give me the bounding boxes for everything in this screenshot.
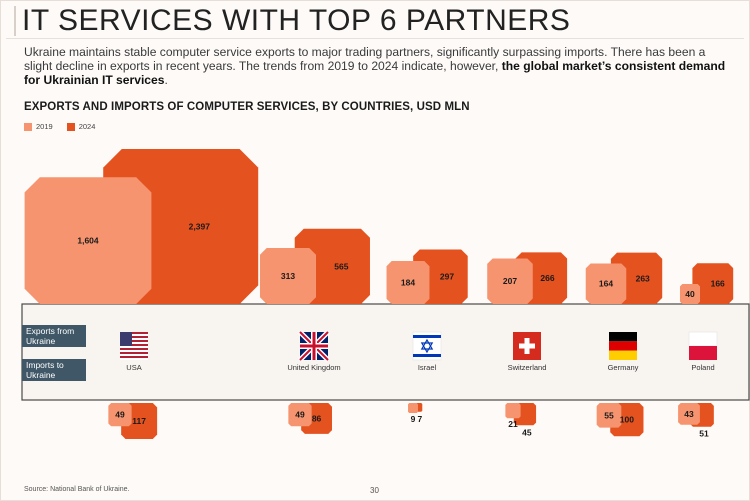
- country-label-switzerland: Switzerland: [508, 363, 547, 372]
- data-label-export-2024-israel: 297: [440, 272, 454, 282]
- page-number: 30: [370, 486, 379, 495]
- data-label-export-2024-switzerland: 266: [540, 273, 554, 283]
- bar-export-2019-israel: [386, 261, 430, 304]
- title-divider: [6, 38, 744, 39]
- legend-item-2024: 2024: [66, 122, 96, 131]
- data-label-import-2024-switzerland: 45: [522, 427, 532, 437]
- bar-import-2019-poland: [678, 403, 700, 425]
- bar-import-2019-israel: [408, 403, 418, 413]
- bar-import-2019-germany: [596, 403, 622, 428]
- data-label-import-2019-poland: 43: [684, 409, 694, 419]
- data-label-export-2019-usa: 1,604: [77, 236, 99, 246]
- bar-export-2019-united-kingdom: [259, 247, 317, 304]
- data-label-export-2019-israel: 184: [401, 278, 415, 288]
- data-label-import-2019-united-kingdom: 49: [295, 410, 305, 420]
- source-note: Source: National Bank of Ukraine.: [24, 486, 130, 493]
- poland-flag-icon: [688, 331, 718, 360]
- data-label-export-2024-usa: 2,397: [189, 222, 211, 232]
- bar-export-2019-usa: [24, 177, 152, 304]
- bar-export-2019-germany: [585, 263, 627, 304]
- switzerland-flag-icon: [513, 332, 541, 360]
- bar-import-2019-usa: [108, 403, 132, 427]
- data-label-import-2024-united-kingdom: 86: [312, 413, 322, 423]
- data-label-export-2019-switzerland: 207: [503, 276, 517, 286]
- legend-label-2024: 2024: [78, 122, 96, 131]
- data-label-import-2019-germany: 55: [604, 410, 614, 420]
- data-label-import-2024-israel: 7: [418, 414, 423, 424]
- legend-label-2019: 2019: [36, 122, 53, 131]
- country-label-poland: Poland: [691, 363, 714, 372]
- data-label-import-2024-usa: 117: [132, 416, 146, 426]
- germany-flag-icon: [609, 332, 637, 360]
- israel-flag-icon: [412, 331, 442, 361]
- data-label-import-2019-usa: 49: [115, 410, 125, 420]
- data-label-import-2019-israel: 9: [411, 414, 416, 424]
- usa-flag-icon: [120, 332, 148, 360]
- intro-paragraph: Ukraine maintains stable computer servic…: [24, 45, 734, 87]
- data-label-import-2024-poland: 51: [699, 429, 709, 439]
- data-label-export-2024-germany: 263: [636, 273, 650, 283]
- country-label-germany: Germany: [608, 363, 639, 372]
- intro-end: .: [164, 73, 168, 87]
- imports-side-label: Imports to Ukraine: [22, 359, 86, 381]
- legend-swatch-2024: [66, 122, 75, 131]
- exports-side-label: Exports from Ukraine: [22, 325, 86, 347]
- bar-export-2019-poland: [679, 283, 701, 304]
- legend-swatch-2019: [24, 122, 32, 131]
- bar-export-2024-poland: [692, 263, 734, 304]
- country-label-usa: USA: [126, 363, 141, 372]
- chart-legend: 2019 2024: [24, 122, 95, 131]
- legend-item-2019: 2019: [24, 122, 53, 131]
- bar-export-2019-switzerland: [487, 258, 533, 304]
- page-title: IT SERVICES WITH TOP 6 PARTNERS: [14, 6, 570, 36]
- data-label-export-2019-poland: 40: [685, 289, 695, 299]
- country-label-united-kingdom: United Kingdom: [287, 363, 340, 372]
- country-label-israel: Israel: [418, 363, 437, 372]
- data-label-export-2024-poland: 166: [711, 279, 725, 289]
- data-label-import-2024-germany: 100: [620, 415, 634, 425]
- chart-title: EXPORTS AND IMPORTS OF COMPUTER SERVICES…: [24, 101, 470, 113]
- data-label-import-2019-switzerland: 21: [508, 419, 518, 429]
- data-label-export-2019-germany: 164: [599, 279, 613, 289]
- bar-import-2019-switzerland: [505, 403, 521, 419]
- intro-text: Ukraine maintains stable computer servic…: [24, 45, 706, 73]
- data-label-export-2024-united-kingdom: 565: [334, 261, 348, 271]
- data-label-export-2019-united-kingdom: 313: [281, 271, 295, 281]
- intro-highlight: the global market’s consistent demand fo…: [24, 59, 726, 87]
- uk-flag-icon: [298, 330, 330, 362]
- bar-import-2019-united-kingdom: [288, 403, 312, 427]
